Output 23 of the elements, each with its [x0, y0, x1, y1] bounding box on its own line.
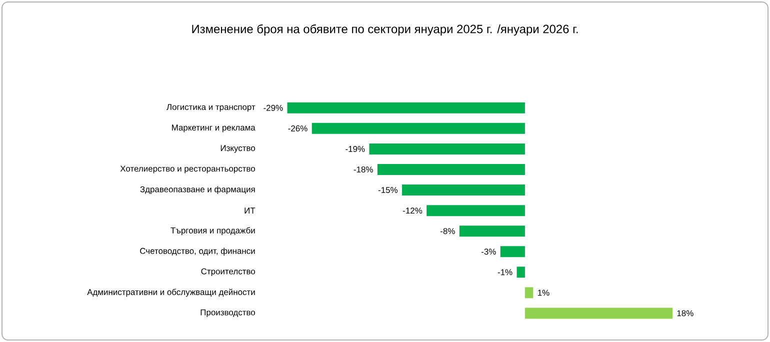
data-label: -3%: [481, 248, 496, 255]
chart-title: Изменение броя на обявите по сектори януари 2025 г. /януари 2026 г.: [192, 24, 578, 36]
data-label: -1%: [498, 269, 512, 276]
y-tick-label: Търговия и продажби: [170, 227, 255, 236]
y-tick-label: Счетоводство, одит, финанси: [140, 248, 255, 256]
y-tick-label: Логистика и транспорт: [166, 104, 256, 112]
y-tick-label: Маркетинг и реклама: [172, 124, 256, 132]
y-tick-label: Здравеопазване и фармация: [140, 186, 255, 194]
data-label: -12%: [403, 208, 422, 214]
data-label: 18%: [677, 310, 694, 316]
y-tick-label: Хотелиерство и ресторантьорство: [120, 166, 255, 174]
data-label: -15%: [378, 187, 398, 194]
data-label: -8%: [440, 228, 455, 234]
data-label: -19%: [346, 146, 365, 152]
y-tick-label: Производство: [200, 309, 255, 318]
y-tick-label: Изкуство: [220, 145, 256, 153]
y-tick-label: ИТ: [244, 208, 256, 214]
data-label: -18%: [354, 166, 373, 172]
data-label: -26%: [288, 125, 308, 132]
y-tick-label: Административни и обслужващи дейности: [87, 288, 255, 297]
data-label: 1%: [538, 290, 550, 296]
y-tick-label: Строителство: [201, 268, 256, 276]
data-label: -29%: [264, 104, 283, 111]
